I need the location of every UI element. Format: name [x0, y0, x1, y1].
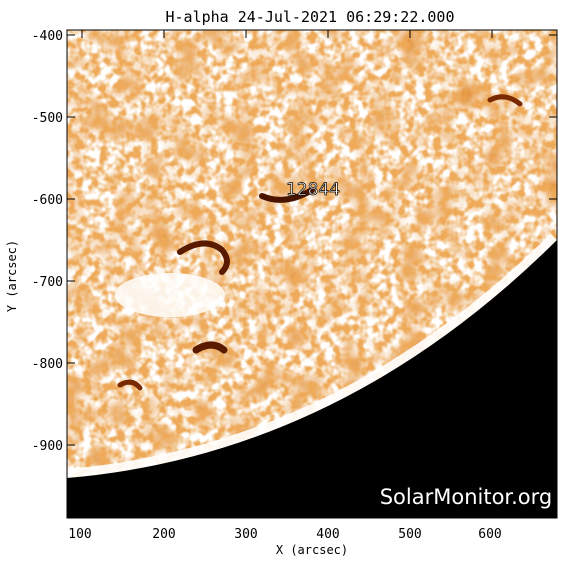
- x-axis-label: X (arcsec): [276, 543, 348, 557]
- filament-feature: [177, 240, 230, 275]
- y-axis-ticks: [67, 34, 557, 446]
- plot-frame: [66, 29, 558, 519]
- x-tick-label: 500: [398, 527, 421, 542]
- y-tick-label: -600: [32, 193, 63, 208]
- plage-region: [115, 273, 225, 317]
- solar-image: [67, 30, 557, 518]
- x-tick-label: 100: [68, 527, 91, 542]
- off-limb-space: [67, 240, 557, 518]
- y-tick-label: -400: [32, 29, 63, 44]
- filament-feature: [192, 341, 228, 354]
- image-title: H-alpha 24-Jul-2021 06:29:22.000: [166, 8, 455, 26]
- x-tick-labels: 100 200 300 400 500 600: [68, 527, 501, 542]
- y-tick-label: -800: [32, 357, 63, 372]
- x-tick-label: 300: [234, 527, 257, 542]
- x-axis-ticks: [81, 30, 493, 518]
- filament-feature: [259, 187, 315, 203]
- y-tick-label: -700: [32, 275, 63, 290]
- y-axis-label: Y (arcsec): [5, 240, 19, 312]
- active-region-label: 12844: [286, 180, 340, 200]
- dark-fibril: [117, 379, 143, 391]
- y-tick-label: -900: [32, 439, 63, 454]
- x-tick-label: 600: [478, 527, 501, 542]
- y-tick-labels: -400 -500 -600 -700 -800 -900: [32, 29, 63, 454]
- x-tick-label: 200: [152, 527, 175, 542]
- watermark-text: SolarMonitor.org: [380, 485, 553, 509]
- y-tick-label: -500: [32, 111, 63, 126]
- dark-fibril: [487, 94, 523, 107]
- x-tick-label: 400: [316, 527, 339, 542]
